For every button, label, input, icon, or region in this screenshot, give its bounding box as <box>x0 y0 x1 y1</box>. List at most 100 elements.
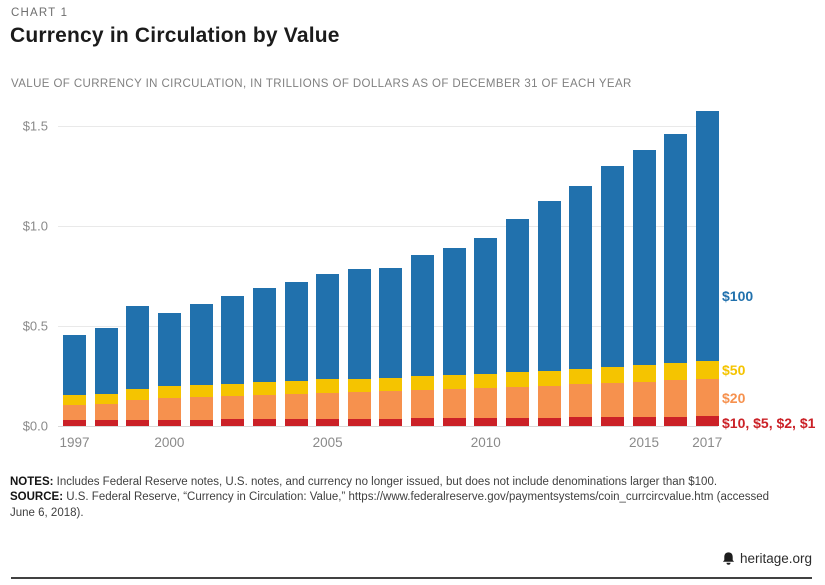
bar-segment-1998-$10, $5, $2, $1 <box>94 420 118 426</box>
x-axis-label-2017: 2017 <box>692 435 723 450</box>
bar-segment-1998-$50 <box>94 394 118 404</box>
bar-segment-1999-$100 <box>126 306 150 389</box>
bar-segment-2002-$50 <box>221 384 245 397</box>
bar-segment-2005-$10, $5, $2, $1 <box>316 418 340 426</box>
bar-segment-1998-$20 <box>94 404 118 421</box>
y-axis-label-$0.0: $0.0 <box>22 418 48 434</box>
bar-segment-2004-$20 <box>284 393 308 419</box>
footer-brand: heritage.org <box>739 551 812 566</box>
bar-segment-2011-$10, $5, $2, $1 <box>506 417 529 426</box>
bar-segment-2006-$100 <box>347 269 371 379</box>
bar-segment-2011-$50 <box>506 372 529 387</box>
bar-segment-2006-$20 <box>347 392 371 419</box>
bar-segment-2014-$20 <box>600 383 624 418</box>
bar-segment-1998-$100 <box>94 328 118 395</box>
chart-kicker: CHART 1 <box>11 7 69 19</box>
bar-segment-2007-$50 <box>379 378 403 392</box>
notes-text: Includes Federal Reserve notes, U.S. not… <box>56 476 718 488</box>
bar-segment-2004-$10, $5, $2, $1 <box>284 419 308 426</box>
bar-segment-2011-$100 <box>506 219 529 373</box>
bar-segment-2010-$50 <box>474 374 498 389</box>
bar-segment-2016-$20 <box>664 380 688 417</box>
bar-segment-2010-$100 <box>474 238 498 375</box>
bar-segment-2002-$20 <box>221 396 245 420</box>
bar-segment-2013-$20 <box>569 384 593 418</box>
bar-segment-2006-$10, $5, $2, $1 <box>347 418 371 426</box>
bar-segment-1999-$20 <box>126 400 150 420</box>
bar-segment-1997-$10, $5, $2, $1 <box>63 420 86 426</box>
bar-segment-2017-$50 <box>695 361 719 379</box>
x-axis-label-2000: 2000 <box>154 435 185 450</box>
bar-segment-2003-$100 <box>252 288 276 383</box>
bar-segment-2003-$50 <box>252 382 276 395</box>
source-label: SOURCE: <box>10 491 64 504</box>
heritage-bell-icon <box>722 551 735 566</box>
bar-segment-2008-$10, $5, $2, $1 <box>411 418 434 426</box>
bar-segment-2007-$20 <box>379 391 403 419</box>
bar-segment-1997-$20 <box>63 404 86 421</box>
bar-segment-2003-$10, $5, $2, $1 <box>252 419 276 426</box>
source-text: U.S. Federal Reserve, “Currency in Circu… <box>10 491 770 519</box>
stacked-bar-chart: $0.0 $0.5 $1.0 $1.5 1997 2000 2005 2010 2015 2017… <box>0 105 825 455</box>
x-axis-label-2015: 2015 <box>628 435 660 450</box>
bar-segment-1999-$10, $5, $2, $1 <box>126 419 150 426</box>
bar-segment-2004-$50 <box>284 380 308 394</box>
notes-label: NOTES: <box>10 476 54 488</box>
x-axis-label-2010: 2010 <box>470 435 501 450</box>
bar-segment-2015-$100 <box>632 150 656 365</box>
bar-segment-2009-$100 <box>442 248 466 376</box>
page-title: Currency in Circulation by Value <box>10 24 340 47</box>
x-axis-label-2005: 2005 <box>312 435 343 450</box>
legend-label-$50: $50 <box>722 362 746 378</box>
bar-segment-2009-$20 <box>442 389 466 419</box>
bar-segment-2012-$50 <box>537 370 561 386</box>
bar-segment-1999-$50 <box>126 388 150 401</box>
bar-segment-2001-$50 <box>189 385 213 398</box>
gridline-$1.5 <box>58 126 718 127</box>
bar-segment-2017-$20 <box>695 378 719 417</box>
bar-segment-2003-$20 <box>252 395 276 420</box>
bar-segment-2001-$10, $5, $2, $1 <box>189 419 213 426</box>
bar-segment-2014-$10, $5, $2, $1 <box>600 417 624 426</box>
gridline-$0.0 <box>58 426 718 427</box>
bar-segment-2015-$50 <box>632 365 656 382</box>
bar-segment-2014-$100 <box>600 166 624 367</box>
bar-segment-2004-$100 <box>284 282 308 381</box>
x-axis-label-1997: 1997 <box>59 435 90 450</box>
bar-segment-2010-$10, $5, $2, $1 <box>474 418 498 426</box>
bar-segment-2000-$20 <box>157 398 181 420</box>
bar-segment-2012-$10, $5, $2, $1 <box>537 417 561 426</box>
bar-segment-2009-$10, $5, $2, $1 <box>442 418 466 426</box>
bar-segment-2011-$20 <box>506 386 529 418</box>
bar-segment-2007-$10, $5, $2, $1 <box>379 418 403 426</box>
bar-segment-2001-$20 <box>189 397 213 420</box>
bar-segment-2008-$50 <box>411 376 434 390</box>
y-axis-label-$1.5: $1.5 <box>22 118 48 134</box>
bar-segment-2013-$50 <box>569 369 593 385</box>
bar-segment-2013-$100 <box>569 186 593 369</box>
legend-label-$10, $5, $2, $1: $10, $5, $2, $1 <box>722 415 816 431</box>
bar-segment-2000-$10, $5, $2, $1 <box>157 419 181 426</box>
notes-block: NOTES: Includes Federal Reserve notes, U… <box>10 475 792 521</box>
bar-segment-2005-$20 <box>316 392 340 419</box>
bar-segment-2012-$100 <box>537 200 561 371</box>
bar-segment-2008-$100 <box>411 255 434 377</box>
bottom-rule <box>11 577 812 579</box>
bar-segment-2000-$100 <box>157 313 181 386</box>
bar-segment-2002-$100 <box>221 295 245 384</box>
legend-label-$20: $20 <box>722 390 746 406</box>
legend-label-$100: $100 <box>722 288 754 304</box>
footer: heritage.org <box>722 551 812 566</box>
bar-segment-2005-$100 <box>316 274 340 380</box>
bar-segment-1997-$100 <box>63 335 86 396</box>
bar-segment-2008-$20 <box>411 390 434 419</box>
bar-segment-2017-$100 <box>695 110 719 361</box>
bar-segment-2009-$50 <box>442 375 466 390</box>
bar-segment-2006-$50 <box>347 378 371 392</box>
bar-segment-2014-$50 <box>600 367 624 383</box>
bar-segment-2002-$10, $5, $2, $1 <box>221 419 245 426</box>
bar-segment-2010-$20 <box>474 388 498 418</box>
source-line: SOURCE: U.S. Federal Reserve, “Currency … <box>10 490 792 521</box>
chart-subtitle: VALUE OF CURRENCY IN CIRCULATION, IN TRI… <box>11 78 632 90</box>
bar-segment-2016-$10, $5, $2, $1 <box>664 416 688 426</box>
